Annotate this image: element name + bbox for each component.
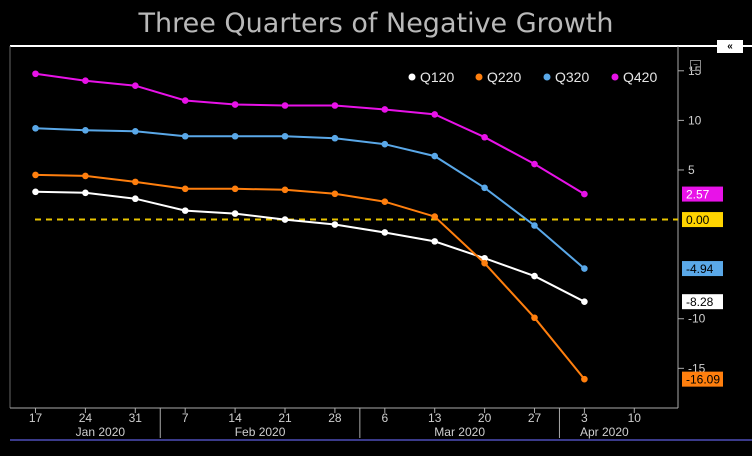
legend-marker-q320 xyxy=(543,73,551,81)
x-tick-label: 20 xyxy=(478,411,492,425)
legend-marker-q120 xyxy=(408,73,416,81)
data-point-q420 xyxy=(381,106,389,113)
data-point-q420 xyxy=(531,160,538,168)
legend-label-q220: Q220 xyxy=(487,69,521,85)
data-point-q120 xyxy=(32,188,39,196)
data-point-q320 xyxy=(132,127,139,135)
series-line-q320 xyxy=(35,127,586,270)
chart-title: Three Quarters of Negative Growth xyxy=(138,8,614,39)
data-point-q320 xyxy=(281,132,289,140)
x-tick-label: 7 xyxy=(182,411,189,425)
data-point-q220 xyxy=(381,198,389,206)
data-point-q320 xyxy=(331,134,339,142)
legend-marker-q220 xyxy=(475,73,483,81)
data-point-q420 xyxy=(32,70,39,78)
data-point-q120 xyxy=(481,254,488,262)
y-tick-label: -10 xyxy=(688,312,706,326)
data-point-q420 xyxy=(132,82,139,89)
x-tick-label: 17 xyxy=(29,411,43,425)
data-point-q120 xyxy=(431,238,439,245)
legend-marker-q420 xyxy=(611,73,619,81)
data-point-q220 xyxy=(581,375,588,383)
data-point-q420 xyxy=(331,102,339,109)
data-point-q220 xyxy=(431,213,439,220)
month-label: Mar 2020 xyxy=(434,425,485,439)
last-value-q320-tag xyxy=(682,261,723,277)
y-tick-label: 10 xyxy=(688,113,702,127)
data-point-q420 xyxy=(231,101,239,108)
data-point-q320 xyxy=(581,265,588,272)
series-line-q420 xyxy=(35,72,585,195)
data-point-q120 xyxy=(82,189,89,197)
x-tick-label: 6 xyxy=(381,411,388,425)
series-line-q120 xyxy=(35,190,585,303)
legend-box xyxy=(395,60,677,92)
data-point-q320 xyxy=(431,152,439,160)
x-tick-label: 14 xyxy=(228,411,242,425)
data-point-q320 xyxy=(32,125,39,132)
data-point-q120 xyxy=(231,210,239,217)
last-value-q420-tag xyxy=(682,186,723,202)
y-tick-label: 5 xyxy=(688,163,695,177)
data-point-q420 xyxy=(281,102,289,109)
month-label: Apr 2020 xyxy=(580,425,629,439)
last-value-q220-tag-label: -16.09 xyxy=(686,373,720,387)
series-line-q220 xyxy=(35,173,586,380)
x-tick-label: 3 xyxy=(581,411,588,425)
reference-tag-label: 0.00 xyxy=(686,213,710,227)
month-label: Feb 2020 xyxy=(235,425,286,439)
data-point-q220 xyxy=(181,185,189,193)
data-point-q120 xyxy=(531,272,538,280)
data-point-q220 xyxy=(531,314,538,322)
data-point-q220 xyxy=(281,186,289,194)
x-tick-label: 13 xyxy=(428,411,442,425)
data-point-q120 xyxy=(581,298,588,305)
data-point-q320 xyxy=(481,184,488,192)
data-point-q320 xyxy=(82,127,89,134)
collapse-button[interactable]: « xyxy=(717,40,743,53)
x-tick-label: 21 xyxy=(278,411,292,425)
data-point-q120 xyxy=(281,216,289,223)
legend-options-button[interactable]: − xyxy=(690,60,701,71)
data-point-q220 xyxy=(82,172,89,180)
x-tick-label: 27 xyxy=(528,411,542,425)
data-point-q420 xyxy=(82,77,89,85)
x-tick-label: 10 xyxy=(628,411,642,425)
last-value-q120-tag-label: -8.28 xyxy=(686,295,714,309)
data-point-q120 xyxy=(132,195,139,203)
data-point-q120 xyxy=(331,221,339,228)
data-point-q220 xyxy=(231,185,239,193)
data-point-q220 xyxy=(331,190,339,198)
legend-label-q420: Q420 xyxy=(623,69,657,85)
last-value-q220-tag xyxy=(682,371,723,387)
reference-tag xyxy=(682,212,723,228)
x-tick-label: 24 xyxy=(79,411,93,425)
data-point-q220 xyxy=(481,259,488,267)
x-tick-label: 28 xyxy=(328,411,342,425)
legend-label-q320: Q320 xyxy=(555,69,589,85)
data-point-q320 xyxy=(381,140,389,148)
data-point-q120 xyxy=(181,207,189,214)
data-point-q320 xyxy=(181,132,189,140)
data-point-q220 xyxy=(132,178,139,186)
last-value-q320-tag-label: -4.94 xyxy=(686,262,714,276)
data-point-q320 xyxy=(231,132,239,140)
data-point-q420 xyxy=(581,190,588,198)
data-point-q420 xyxy=(481,133,488,141)
legend-label-q120: Q120 xyxy=(420,69,454,85)
data-point-q420 xyxy=(431,111,439,118)
data-point-q120 xyxy=(381,229,389,236)
data-point-q420 xyxy=(181,97,189,104)
data-point-q220 xyxy=(32,171,39,179)
data-point-q320 xyxy=(531,222,538,229)
month-label: Jan 2020 xyxy=(76,425,126,439)
last-value-q120-tag xyxy=(682,294,723,310)
x-tick-label: 31 xyxy=(129,411,143,425)
last-value-q420-tag-label: 2.57 xyxy=(686,188,710,202)
